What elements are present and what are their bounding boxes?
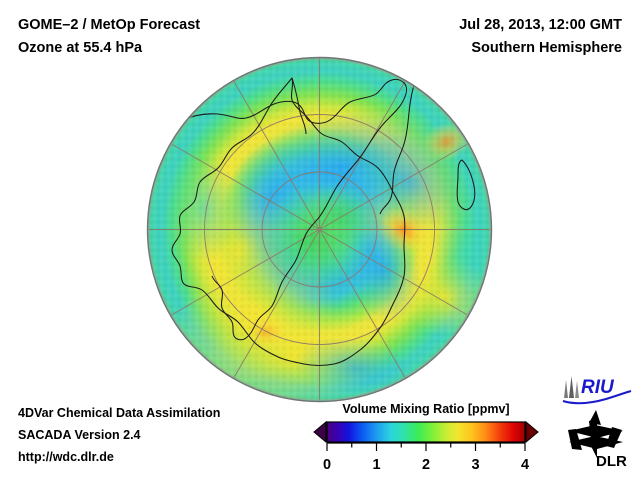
graticule <box>147 57 492 402</box>
colorbar-tick-label: 0 <box>323 457 331 473</box>
riu-logo-text: RIU <box>581 377 615 398</box>
coastline-madagascar <box>456 159 476 211</box>
riu-tower-icon <box>564 376 579 398</box>
dlr-logo-svg: DLR <box>568 410 627 470</box>
colorbar-title: Volume Mixing Ratio [ppmv] <box>342 402 510 416</box>
instrument-title: GOME–2 / MetOp Forecast <box>18 17 201 33</box>
version-label: SACADA Version 2.4 <box>18 428 141 442</box>
colorbar-tick-label: 2 <box>422 457 430 473</box>
meridians <box>147 57 492 402</box>
globe-outline <box>146 56 493 403</box>
hemisphere-label: Southern Hemisphere <box>471 40 622 56</box>
colorbar-tick-label: 3 <box>471 457 479 473</box>
coastline-south-america <box>177 78 408 341</box>
colorbar-gradient-bar <box>326 421 526 443</box>
riu-swoosh-icon <box>562 389 632 405</box>
footer-credits-block: 4DVar Chemical Data Assimilation SACADA … <box>18 402 220 468</box>
coastline-antarctic-peninsula <box>291 77 307 135</box>
globe-limb-shade <box>147 57 492 402</box>
colorbar-ticks <box>326 443 526 451</box>
ozone-field-raster <box>147 57 492 402</box>
website-url[interactable]: http://wdc.dlr.de <box>18 450 114 464</box>
polar-stereographic-plot <box>146 56 493 403</box>
colorbar-extend-high-arrow <box>525 420 539 444</box>
colorbar-extend-low-arrow <box>313 420 327 444</box>
dlr-logo: DLR <box>566 408 628 470</box>
colorbar-block: Volume Mixing Ratio [ppmv] <box>312 402 540 477</box>
riu-logo: RIU <box>560 372 634 406</box>
coastline-africa-south <box>379 63 423 215</box>
variable-level-title: Ozone at 55.4 hPa <box>18 40 143 56</box>
dlr-mark-icon <box>568 410 623 458</box>
colorbar-tick-label: 4 <box>521 457 529 473</box>
forecast-timestamp: Jul 28, 2013, 12:00 GMT <box>459 17 622 33</box>
header-left-block: GOME–2 / MetOp Forecast Ozone at 55.4 hP… <box>18 14 318 60</box>
colorbar: 0 1 2 3 4 <box>313 420 539 473</box>
method-label: 4DVar Chemical Data Assimilation <box>18 406 221 420</box>
colorbar-tick-labels: 0 1 2 3 4 <box>323 457 529 473</box>
ozone-map-globe <box>146 56 493 403</box>
coastline-antarctica <box>171 77 406 367</box>
dlr-logo-text: DLR <box>596 453 627 470</box>
colorbar-tick-label: 1 <box>372 457 380 473</box>
riu-logo-svg: RIU <box>562 376 632 405</box>
header-right-block: Jul 28, 2013, 12:00 GMT Southern Hemisph… <box>292 14 622 60</box>
